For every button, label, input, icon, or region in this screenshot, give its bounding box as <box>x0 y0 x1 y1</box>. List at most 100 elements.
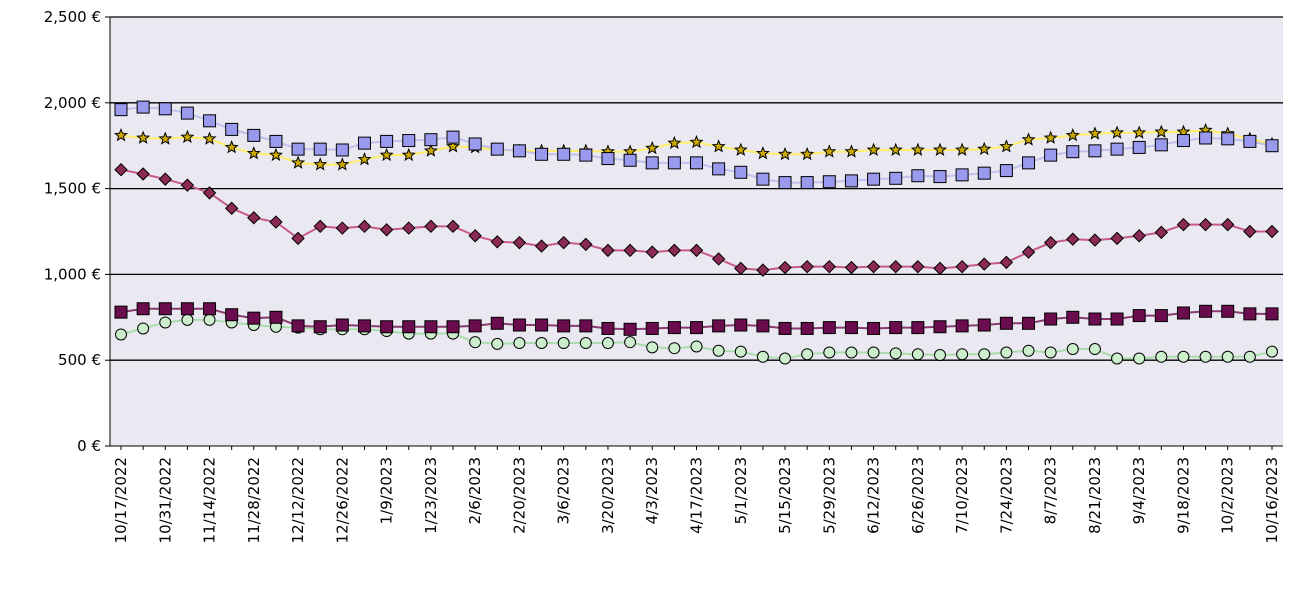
data-point <box>1043 235 1058 250</box>
data-point <box>423 143 438 157</box>
data-point <box>1198 217 1213 232</box>
data-point <box>114 305 128 319</box>
data-point <box>1088 343 1101 356</box>
data-point <box>889 347 902 360</box>
data-point <box>202 131 217 145</box>
data-point <box>601 152 615 166</box>
data-point <box>955 168 969 182</box>
data-point <box>844 174 858 188</box>
data-point <box>977 257 991 271</box>
data-point <box>690 321 703 335</box>
data-point <box>889 171 903 185</box>
data-point <box>1176 217 1191 232</box>
data-point <box>756 350 769 363</box>
data-point <box>978 348 991 361</box>
data-point <box>1266 345 1278 358</box>
data-point <box>1066 310 1080 324</box>
data-point <box>557 147 571 161</box>
data-point <box>291 142 305 156</box>
data-point <box>645 245 659 259</box>
data-point <box>579 319 593 333</box>
data-point <box>1221 132 1235 146</box>
data-point <box>1221 304 1235 318</box>
data-point <box>180 178 195 192</box>
x-tick-label: 11/14/2022 <box>201 457 219 543</box>
data-point <box>1176 134 1190 148</box>
data-point <box>667 135 682 150</box>
data-point <box>512 318 526 332</box>
data-point <box>822 175 836 189</box>
data-point <box>535 147 549 161</box>
data-point <box>446 320 460 334</box>
data-point <box>645 140 660 155</box>
data-point <box>778 146 793 161</box>
data-point <box>1154 124 1169 138</box>
data-point <box>867 321 881 335</box>
series <box>114 302 1279 336</box>
data-point <box>888 142 903 156</box>
data-point <box>181 313 194 326</box>
data-point <box>247 311 261 325</box>
data-point <box>823 346 836 359</box>
data-point <box>534 239 549 253</box>
data-point <box>357 319 371 333</box>
data-point <box>468 319 482 333</box>
data-point <box>402 221 416 235</box>
data-point <box>136 167 150 181</box>
data-point <box>1199 131 1213 145</box>
data-point <box>779 352 792 365</box>
data-point <box>667 321 681 335</box>
data-point <box>180 129 195 144</box>
data-point <box>291 155 306 169</box>
data-point <box>158 302 172 316</box>
data-point <box>800 321 814 335</box>
x-tick-label: 6/12/2023 <box>865 457 883 534</box>
data-point <box>1021 245 1036 259</box>
data-point <box>490 316 504 330</box>
data-point <box>955 142 970 156</box>
data-point <box>424 219 438 234</box>
data-point <box>137 322 150 335</box>
data-point <box>114 163 128 177</box>
data-point <box>867 346 880 359</box>
data-point <box>357 136 371 150</box>
x-tick-label: 1/23/2023 <box>422 457 440 534</box>
data-point <box>645 321 659 335</box>
series-group <box>113 100 1280 365</box>
data-point <box>734 345 747 358</box>
x-tick-label: 7/10/2023 <box>953 457 971 534</box>
data-point <box>512 235 527 250</box>
data-point <box>1110 312 1124 326</box>
data-point <box>446 219 460 234</box>
data-point <box>1088 144 1102 158</box>
data-point <box>379 223 394 237</box>
data-point <box>269 310 283 324</box>
y-axis-ticks: 0 € 500 € 1,000 € 1,500 € 2,000 € 2,500 € <box>44 8 110 455</box>
data-point <box>512 144 526 158</box>
data-point <box>712 319 726 333</box>
data-point <box>866 142 881 156</box>
data-point <box>977 141 992 156</box>
data-point <box>246 146 261 160</box>
data-point <box>689 134 704 149</box>
data-point <box>1066 343 1079 356</box>
data-point <box>401 147 416 162</box>
data-point <box>557 337 570 350</box>
data-point <box>136 302 150 316</box>
x-tick-label: 3/6/2023 <box>555 457 573 524</box>
data-point <box>690 156 703 170</box>
x-tick-label: 8/7/2023 <box>1042 457 1060 524</box>
data-point <box>756 319 770 333</box>
x-tick-label: 5/29/2023 <box>820 457 838 534</box>
data-point <box>624 336 637 349</box>
data-point <box>247 211 261 225</box>
data-point <box>1154 138 1168 152</box>
data-point <box>1154 225 1169 240</box>
data-point <box>1044 312 1058 326</box>
data-point <box>845 346 858 359</box>
data-point <box>1066 145 1080 159</box>
data-point <box>446 139 461 153</box>
data-point <box>357 152 372 166</box>
data-point <box>1022 156 1036 170</box>
data-point <box>469 336 482 349</box>
